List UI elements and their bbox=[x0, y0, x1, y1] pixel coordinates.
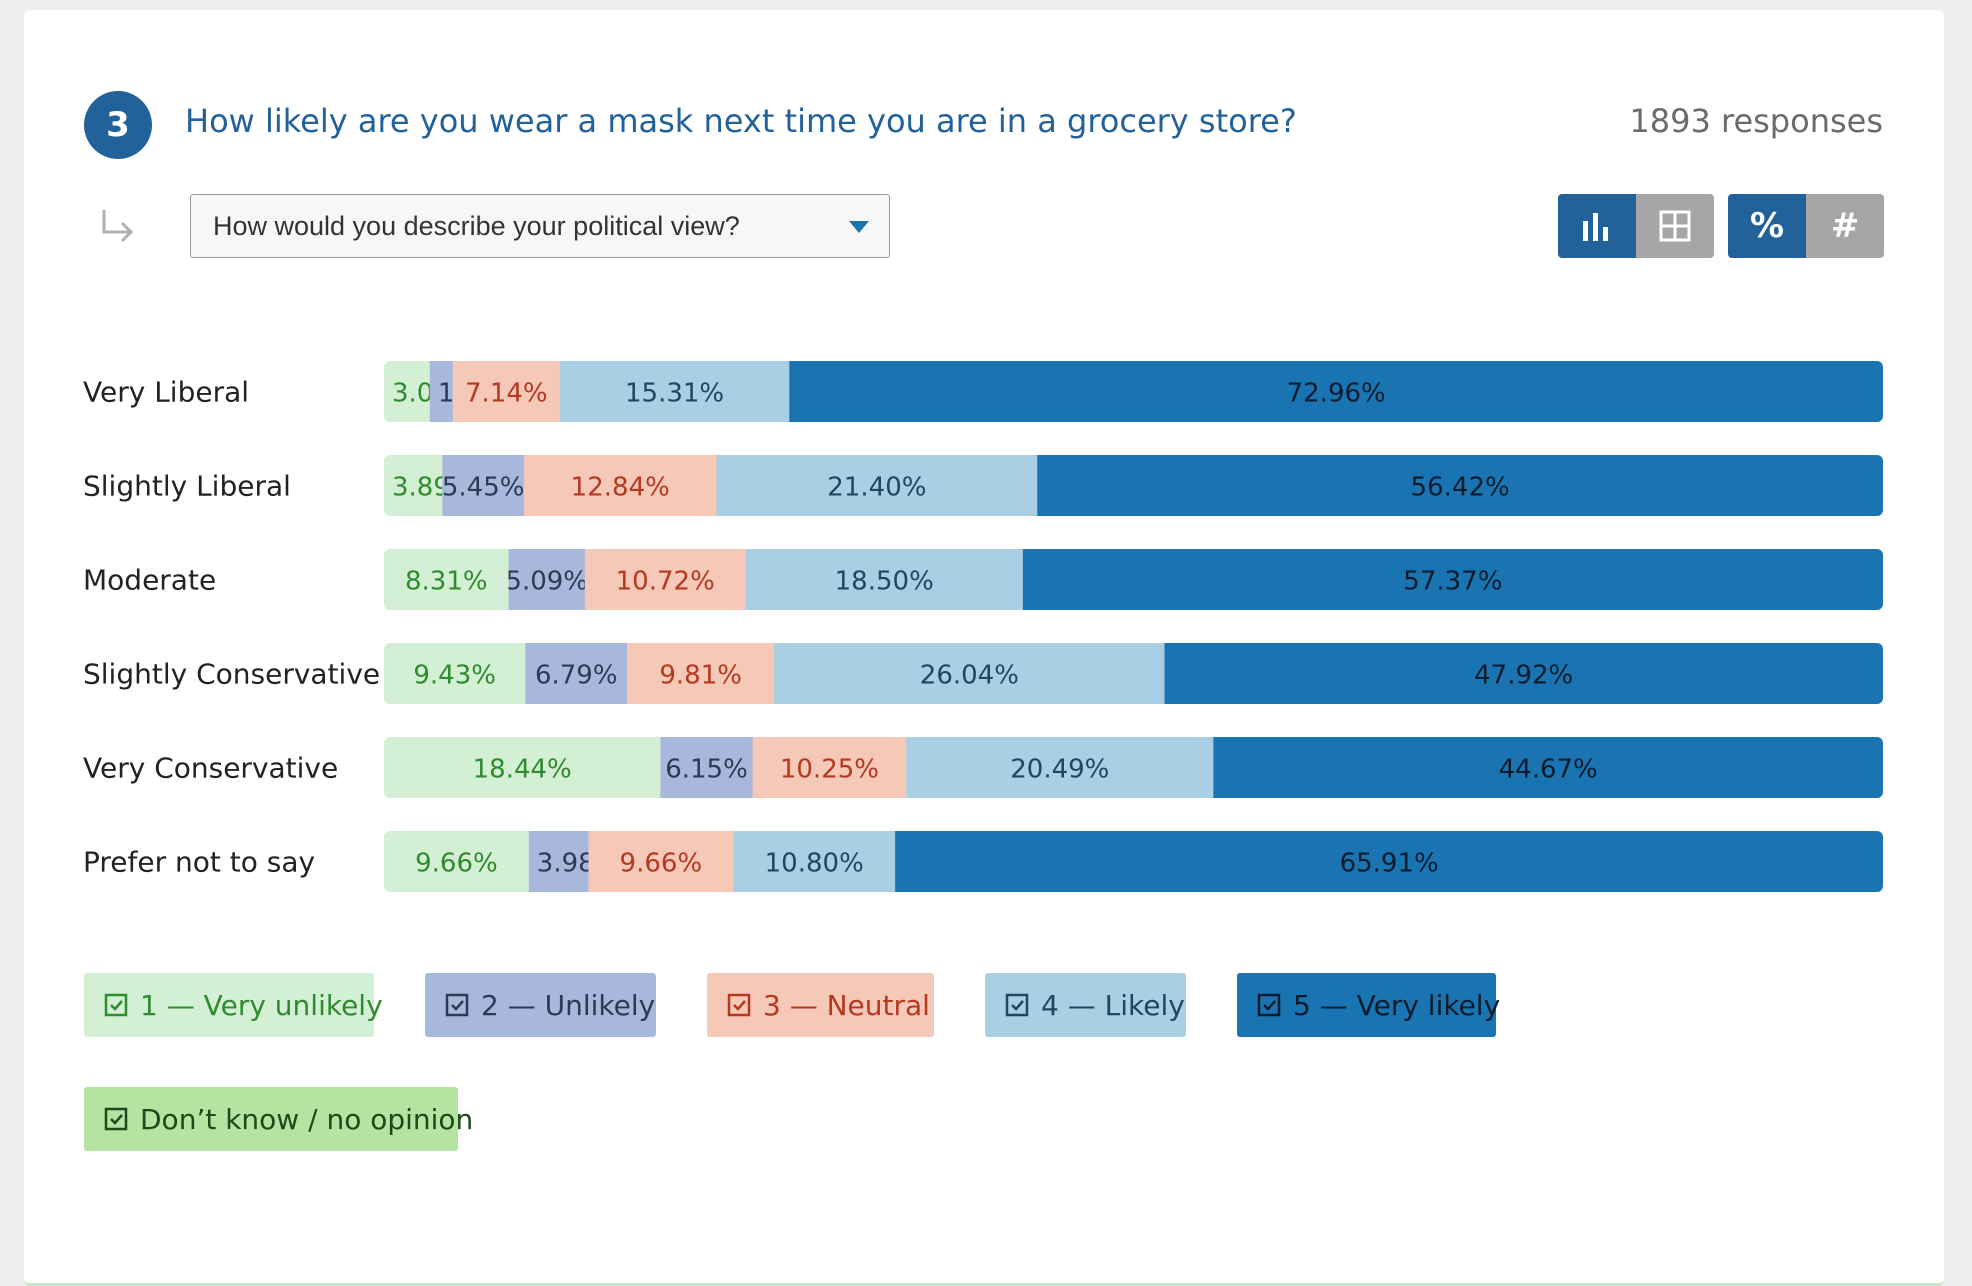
row-label-very-conservative: Very Conservative bbox=[83, 752, 338, 785]
legend-label: 4 — Likely bbox=[1041, 988, 1185, 1022]
bar-segment-moderate-4[interactable] bbox=[745, 549, 1024, 610]
value-label-very-conservative-2: 6.15% bbox=[665, 755, 748, 785]
percent-toggle-button[interactable]: % bbox=[1728, 194, 1806, 258]
legend-toggle-don-t-know-no-opinion[interactable]: Don’t know / no opinion bbox=[84, 1087, 473, 1151]
legend-toggle-3-neutral[interactable]: 3 — Neutral bbox=[707, 973, 934, 1037]
bar-segment-very-liberal-3[interactable] bbox=[452, 361, 561, 422]
subdirectory-arrow-icon bbox=[102, 210, 134, 243]
value-label-slightly-conservative-2: 6.79% bbox=[535, 661, 618, 691]
value-label-prefer-not-to-say-4: 10.80% bbox=[765, 849, 864, 879]
value-label-moderate-4: 18.50% bbox=[835, 567, 934, 597]
table-grid-icon bbox=[1659, 210, 1691, 242]
checkbox-checked-icon bbox=[104, 993, 128, 1017]
bar-segment-prefer-not-to-say-1[interactable] bbox=[384, 831, 530, 892]
bar-segment-slightly-conservative-5[interactable] bbox=[1164, 643, 1884, 704]
value-label-slightly-liberal-1: 3.89 bbox=[392, 473, 450, 503]
value-label-prefer-not-to-say-3: 9.66% bbox=[620, 849, 703, 879]
checkbox-checked-icon bbox=[104, 1107, 128, 1131]
value-label-prefer-not-to-say-5: 65.91% bbox=[1340, 849, 1439, 879]
bar-segment-slightly-liberal-1[interactable] bbox=[384, 455, 443, 516]
value-label-moderate-5: 57.37% bbox=[1403, 567, 1502, 597]
bar-segment-prefer-not-to-say-3[interactable] bbox=[588, 831, 734, 892]
crosstab-select-value: How would you describe your political vi… bbox=[213, 211, 740, 241]
bar-segment-very-liberal-1[interactable] bbox=[384, 361, 431, 422]
bar-segment-prefer-not-to-say-4[interactable] bbox=[733, 831, 896, 892]
value-label-slightly-liberal-5: 56.42% bbox=[1411, 473, 1510, 503]
bar-segment-very-liberal-4[interactable] bbox=[559, 361, 790, 422]
caret-down-icon bbox=[849, 221, 869, 233]
bar-segment-slightly-liberal-3[interactable] bbox=[524, 455, 717, 516]
bar-segment-slightly-conservative-2[interactable] bbox=[525, 643, 628, 704]
bar-segment-moderate-3[interactable] bbox=[584, 549, 747, 610]
legend-label: Don’t know / no opinion bbox=[140, 1102, 474, 1136]
value-label-moderate-3: 10.72% bbox=[616, 567, 715, 597]
bar-segment-moderate-5[interactable] bbox=[1022, 549, 1883, 610]
bar-segment-very-conservative-1[interactable] bbox=[384, 737, 661, 798]
bar-segment-very-conservative-5[interactable] bbox=[1213, 737, 1883, 798]
legend-toggle-5-very-likely[interactable]: 5 — Very likely bbox=[1237, 973, 1500, 1037]
row-label-slightly-liberal: Slightly Liberal bbox=[83, 470, 291, 503]
legend-label: 1 — Very unlikely bbox=[140, 988, 383, 1022]
value-label-very-conservative-5: 44.67% bbox=[1499, 755, 1598, 785]
question-number-badge: 3 bbox=[84, 91, 152, 159]
bar-segment-very-conservative-4[interactable] bbox=[906, 737, 1214, 798]
bar-segment-slightly-liberal-5[interactable] bbox=[1037, 455, 1883, 516]
bar-segment-moderate-1[interactable] bbox=[384, 549, 510, 610]
count-toggle-button[interactable]: # bbox=[1806, 194, 1884, 258]
value-label-very-liberal-5: 72.96% bbox=[1287, 379, 1386, 409]
value-label-prefer-not-to-say-2: 3.98 bbox=[537, 849, 595, 879]
row-label-prefer-not-to-say: Prefer not to say bbox=[83, 846, 315, 879]
bar-segment-slightly-conservative-1[interactable] bbox=[384, 643, 526, 704]
legend-label: 5 — Very likely bbox=[1293, 988, 1501, 1022]
bar-chart-icon bbox=[1583, 213, 1608, 241]
bar-segment-very-liberal-2[interactable] bbox=[429, 361, 454, 422]
value-label-slightly-conservative-3: 9.81% bbox=[659, 661, 742, 691]
row-label-very-liberal: Very Liberal bbox=[83, 376, 249, 409]
value-label-very-liberal-1: 3.0 bbox=[392, 379, 433, 409]
value-label-very-conservative-1: 18.44% bbox=[473, 755, 572, 785]
bar-segment-very-conservative-2[interactable] bbox=[660, 737, 754, 798]
legend-label: 2 — Unlikely bbox=[481, 988, 656, 1022]
value-label-slightly-conservative-4: 26.04% bbox=[920, 661, 1019, 691]
bar-segment-prefer-not-to-say-2[interactable] bbox=[528, 831, 589, 892]
bar-segment-slightly-conservative-3[interactable] bbox=[627, 643, 775, 704]
bar-segment-moderate-2[interactable] bbox=[508, 549, 586, 610]
legend-toggle-2-unlikely[interactable]: 2 — Unlikely bbox=[425, 973, 656, 1037]
row-label-moderate: Moderate bbox=[83, 564, 216, 597]
response-count: 1893 responses bbox=[1629, 102, 1883, 140]
value-label-moderate-1: 8.31% bbox=[405, 567, 488, 597]
value-label-slightly-liberal-2: 5.45% bbox=[442, 473, 525, 503]
value-label-slightly-conservative-1: 9.43% bbox=[413, 661, 496, 691]
bar-segment-prefer-not-to-say-5[interactable] bbox=[895, 831, 1883, 892]
value-label-very-conservative-4: 20.49% bbox=[1010, 755, 1109, 785]
bar-chart-view-button[interactable] bbox=[1558, 194, 1636, 258]
value-label-very-conservative-3: 10.25% bbox=[780, 755, 879, 785]
value-label-moderate-2: 5.09% bbox=[505, 567, 588, 597]
bar-segment-very-liberal-5[interactable] bbox=[789, 361, 1883, 422]
checkbox-checked-icon bbox=[1005, 993, 1029, 1017]
bar-segment-slightly-liberal-4[interactable] bbox=[716, 455, 1038, 516]
legend-toggle-4-likely[interactable]: 4 — Likely bbox=[985, 973, 1186, 1037]
bar-segment-very-conservative-3[interactable] bbox=[752, 737, 907, 798]
crosstab-select[interactable]: How would you describe your political vi… bbox=[190, 194, 890, 258]
value-label-very-liberal-4: 15.31% bbox=[625, 379, 724, 409]
bar-segment-slightly-conservative-4[interactable] bbox=[774, 643, 1166, 704]
question-title: How likely are you wear a mask next time… bbox=[185, 102, 1297, 140]
value-label-prefer-not-to-say-1: 9.66% bbox=[415, 849, 498, 879]
checkbox-checked-icon bbox=[727, 993, 751, 1017]
legend-toggle-1-very-unlikely[interactable]: 1 — Very unlikely bbox=[84, 973, 383, 1037]
value-label-slightly-liberal-4: 21.40% bbox=[827, 473, 926, 503]
legend-label: 3 — Neutral bbox=[763, 988, 930, 1022]
bar-segment-slightly-liberal-2[interactable] bbox=[442, 455, 525, 516]
value-label-very-liberal-2: 1 bbox=[438, 379, 455, 409]
checkbox-checked-icon bbox=[1257, 993, 1281, 1017]
value-label-slightly-liberal-3: 12.84% bbox=[571, 473, 670, 503]
value-label-slightly-conservative-5: 47.92% bbox=[1474, 661, 1573, 691]
table-view-button[interactable] bbox=[1636, 194, 1714, 258]
value-label-very-liberal-3: 7.14% bbox=[465, 379, 548, 409]
row-label-slightly-conservative: Slightly Conservative bbox=[83, 658, 380, 691]
checkbox-checked-icon bbox=[445, 993, 469, 1017]
